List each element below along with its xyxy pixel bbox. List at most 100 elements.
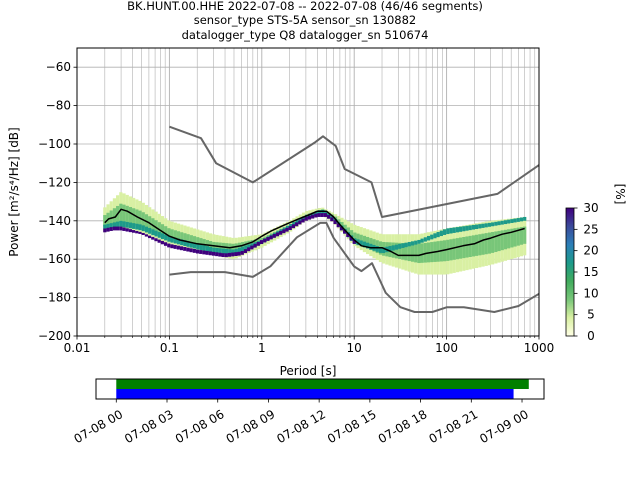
density-cell xyxy=(288,226,292,231)
density-cell xyxy=(291,224,296,229)
density-cell xyxy=(147,235,152,239)
density-cell xyxy=(205,246,209,252)
density-cell xyxy=(494,231,498,252)
colorbar-tick-label: 5 xyxy=(587,308,595,322)
density-cell xyxy=(116,221,120,227)
density-cell xyxy=(257,238,261,244)
density-cell xyxy=(375,246,379,252)
density-cell xyxy=(458,237,463,259)
density-cell xyxy=(179,246,184,251)
density-cell xyxy=(269,235,273,240)
density-cell xyxy=(523,226,527,244)
density-cell xyxy=(141,225,145,232)
density-cell xyxy=(218,248,222,255)
density-cell xyxy=(398,243,402,249)
density-cell xyxy=(510,228,514,248)
density-cell xyxy=(468,235,472,258)
density-cell xyxy=(465,236,469,258)
colorbar-tick-label: 15 xyxy=(583,265,598,279)
density-cell xyxy=(398,242,402,260)
density-cell xyxy=(170,244,174,249)
chart-title: BK.HUNT.00.HHE 2022-07-08 -- 2022-07-08 … xyxy=(127,0,483,42)
density-cell xyxy=(317,213,321,217)
density-cell xyxy=(132,208,136,226)
colorbar-ticks: 0 5 10 15 20 25 30 xyxy=(574,201,599,343)
density-cell xyxy=(227,252,232,257)
title-line-1: BK.HUNT.00.HHE 2022-07-08 -- 2022-07-08 … xyxy=(127,0,483,13)
density-cell xyxy=(339,226,344,231)
density-cell xyxy=(410,243,415,262)
density-cell xyxy=(301,218,305,223)
density-cell xyxy=(401,243,405,260)
density-cell xyxy=(202,250,206,255)
density-cell xyxy=(433,233,437,239)
colorbar-tick-label: 20 xyxy=(583,244,598,258)
density-cell xyxy=(138,224,142,231)
density-cell xyxy=(215,252,219,257)
density-cell xyxy=(199,250,203,254)
density-cell xyxy=(279,230,283,235)
colorbar-gradient xyxy=(565,207,575,337)
density-cell xyxy=(250,240,254,246)
density-cell xyxy=(285,225,290,230)
density-cell xyxy=(519,217,524,222)
density-cell xyxy=(263,238,267,243)
density-cell xyxy=(189,241,193,248)
y-tick-label: −160 xyxy=(38,252,71,266)
density-cell xyxy=(112,226,117,231)
density-cell xyxy=(452,227,456,233)
density-cell xyxy=(199,244,203,251)
colorbar-tick-label: 30 xyxy=(583,201,598,215)
density-cell xyxy=(241,246,245,252)
density-cell xyxy=(491,231,495,253)
density-cell xyxy=(231,249,235,256)
density-cell xyxy=(164,234,168,241)
density-cell xyxy=(170,229,174,241)
density-cell xyxy=(237,247,242,254)
density-cell xyxy=(481,223,485,228)
y-axis-label: Power [m²/s⁴/Hz] [dB] xyxy=(7,127,21,256)
density-cell xyxy=(186,247,190,252)
series-line-new-low-noise-model xyxy=(169,221,540,313)
ppsd-plot: 0.01 0.1 1 10 100 1000 −200 −180 −160 −140 −120 −1… xyxy=(7,47,555,378)
density-cell xyxy=(167,235,171,242)
x-tick-label: 1000 xyxy=(524,341,555,355)
density-cell xyxy=(122,204,126,224)
density-cell xyxy=(423,237,427,242)
density-cell xyxy=(218,252,222,257)
density-cell xyxy=(359,234,363,246)
density-cell xyxy=(106,223,110,229)
density-cell xyxy=(314,211,318,216)
y-tick-label: −100 xyxy=(38,137,71,151)
density-cell xyxy=(109,223,113,228)
density-cell xyxy=(170,236,174,243)
density-cell xyxy=(247,247,251,252)
y-tick-label: −180 xyxy=(38,291,71,305)
density-cell xyxy=(317,210,322,215)
density-cell xyxy=(478,234,482,256)
density-cell xyxy=(211,251,216,256)
density-cell xyxy=(359,240,363,247)
density-cell xyxy=(449,239,453,261)
density-cell xyxy=(192,249,196,253)
plot-frame xyxy=(76,47,540,337)
density-cell xyxy=(141,232,145,236)
density-cell xyxy=(513,218,517,223)
title-line-3: datalogger_type Q8 datalogger_sn 510674 xyxy=(182,28,429,42)
colorbar-tick-label: 10 xyxy=(583,286,598,300)
density-cell xyxy=(160,240,164,245)
plot-area xyxy=(77,48,539,336)
density-cell xyxy=(500,220,504,225)
density-cell xyxy=(173,245,177,249)
density-cell xyxy=(122,221,126,228)
density-cell xyxy=(125,221,129,228)
density-cell xyxy=(125,228,129,232)
density-cell xyxy=(494,221,498,226)
timeline-bar-psd-segments-used xyxy=(116,389,514,399)
density-cell xyxy=(180,239,184,246)
density-cell xyxy=(157,239,161,243)
density-cell xyxy=(465,225,469,231)
density-cell xyxy=(487,222,492,227)
density-cell xyxy=(183,240,187,246)
density-cell xyxy=(417,239,421,244)
